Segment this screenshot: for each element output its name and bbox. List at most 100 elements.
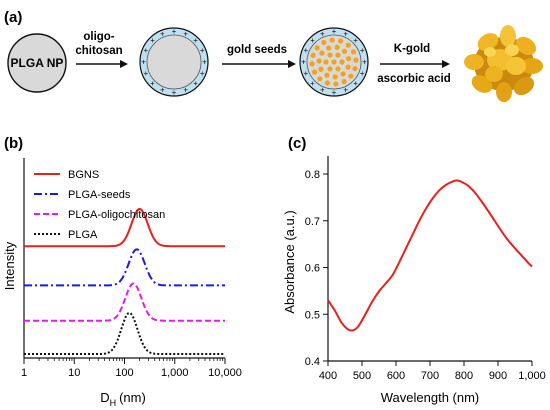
- gold-seed-dot: [316, 58, 322, 64]
- step2-arrowhead: [288, 60, 296, 68]
- panel-c: (c) 400 500 600 700 800 900 1,000 0.4 0.5 0.6 0.7 0…: [282, 135, 546, 405]
- plus-charge-icon: +: [332, 27, 337, 36]
- plus-charge-icon: +: [172, 27, 177, 36]
- step2-label: gold seeds: [227, 44, 287, 56]
- uvvis-y-tick-label: 0.6: [305, 263, 320, 275]
- plus-charge-icon: +: [332, 88, 337, 97]
- uvvis-x-tick-label: 1,000: [518, 370, 546, 382]
- gold-seed-dot: [332, 74, 338, 80]
- gold-seed-dot: [324, 72, 330, 78]
- plus-charge-icon: +: [202, 58, 207, 67]
- uvvis-x-tick-label: 500: [353, 370, 371, 382]
- gold-seed-dot: [329, 37, 335, 43]
- step1-label-line1: oligo-: [83, 31, 114, 43]
- plus-charge-icon: +: [310, 79, 315, 88]
- dls-x-tick-label: 100: [115, 367, 133, 379]
- plus-charge-icon: +: [301, 58, 306, 67]
- uvvis-x-tick-label: 900: [489, 370, 507, 382]
- gold-seed-dot: [345, 42, 351, 48]
- gold-seed-dot: [341, 78, 347, 85]
- gold-seed-dot: [333, 81, 339, 87]
- gold-seed-dot: [348, 73, 354, 79]
- gold-seed-dot: [340, 71, 346, 77]
- dls-x-tick-label: 10: [68, 367, 80, 379]
- plus-charge-icon: +: [360, 46, 365, 55]
- plus-charge-icon: +: [183, 29, 188, 38]
- gold-seed-dot: [326, 45, 332, 51]
- step1-arrowhead: [120, 60, 128, 68]
- dls-series-line-plga-seeds: [24, 248, 225, 287]
- dls-series-line-plga-oligochitosan: [24, 282, 225, 322]
- gold-seed-dot: [317, 76, 323, 82]
- plus-charge-icon: +: [160, 86, 165, 95]
- gold-seed-dot: [335, 66, 341, 72]
- plus-charge-icon: +: [160, 29, 165, 38]
- plus-charge-icon: +: [343, 86, 348, 95]
- legend-label-bgns: BGNS: [68, 169, 99, 181]
- uvvis-absorbance-line: [327, 179, 533, 332]
- gold-seed-dot: [327, 52, 333, 58]
- uvvis-y-tick-label: 0.8: [305, 169, 320, 181]
- dls-series-line-bgns: [24, 207, 225, 248]
- plus-charge-icon: +: [353, 36, 358, 45]
- uvvis-plot-area: 400 500 600 700 800 900 1,000 0.4 0.5 0.6 0.7 0.8: [305, 156, 546, 382]
- plus-charge-icon: +: [193, 79, 198, 88]
- gold-seed-dot: [338, 38, 344, 44]
- gold-seed-dot: [345, 64, 351, 70]
- dls-x-label-sub: H: [110, 398, 117, 408]
- gold-seed-dot: [318, 66, 324, 72]
- uvvis-x-tick-label: 400: [319, 370, 337, 382]
- panel-b-label: (b): [4, 135, 23, 152]
- step3-label-bottom: ascorbic acid: [377, 73, 451, 85]
- uvvis-x-tick-label: 700: [421, 370, 439, 382]
- plus-charge-icon: +: [362, 58, 367, 67]
- dls-x-label-main: D: [100, 390, 109, 405]
- positive-charge-ring: ++++++++++++ + +++: [141, 27, 207, 97]
- gold-seed-dot: [335, 52, 341, 58]
- uvvis-y-tick-label: 0.7: [305, 216, 320, 228]
- panel-b: (b) 1 10 100 1,000 10,000 Intensity DH (nm) B…: [2, 135, 242, 408]
- chitosan-core: [146, 34, 202, 90]
- plus-charge-icon: +: [200, 46, 205, 55]
- plus-charge-icon: +: [353, 79, 358, 88]
- step3-arrowhead: [442, 60, 450, 68]
- gold-seed-dot: [331, 59, 337, 65]
- plus-charge-icon: +: [143, 46, 148, 55]
- dls-legend: BGNS PLGA-seeds PLGA-oligochitosan PLGA: [34, 169, 165, 241]
- gold-nanostar-illustration: [464, 25, 543, 102]
- gold-seed-dot: [339, 59, 345, 65]
- panel-a: (a) PLGA NP oligo- chitosan ++++++++++++…: [4, 9, 543, 102]
- plus-charge-icon: +: [141, 58, 146, 67]
- panel-a-label: (a): [4, 9, 22, 26]
- gold-seed-dot: [309, 61, 315, 67]
- uvvis-y-axis-label: Absorbance (a.u.): [282, 210, 297, 313]
- plus-charge-icon: +: [310, 36, 315, 45]
- gold-seed-dots: [309, 37, 359, 87]
- dls-series-line-plga: [24, 311, 225, 356]
- plus-charge-icon: +: [360, 69, 365, 78]
- plus-charge-icon: +: [320, 86, 325, 95]
- gold-seed-dot: [353, 57, 359, 63]
- uvvis-x-tick-label: 600: [387, 370, 405, 382]
- uvvis-y-tick-label: 0.4: [305, 356, 320, 368]
- gold-seed-dot: [352, 66, 358, 72]
- plus-charge-icon: +: [172, 88, 177, 97]
- dls-x-tick-label: 10,000: [208, 367, 242, 379]
- dls-x-axis-label: DH (nm): [100, 390, 146, 408]
- dls-x-label-unit: (nm): [119, 390, 146, 405]
- plga-np-label: PLGA NP: [11, 56, 64, 70]
- dls-x-tick-label: 1: [21, 367, 27, 379]
- legend-label-plga-oligochitosan: PLGA-oligochitosan: [68, 209, 165, 221]
- gold-seed-dot: [319, 50, 325, 56]
- step1-label-line2: chitosan: [75, 45, 122, 57]
- plus-charge-icon: +: [143, 69, 148, 78]
- plus-charge-icon: +: [320, 29, 325, 38]
- plus-charge-icon: +: [343, 29, 348, 38]
- uvvis-y-tick-label: 0.5: [305, 309, 320, 321]
- gold-seed-dot: [346, 56, 352, 62]
- positive-charge-ring: ++++++++++++ + +++: [301, 27, 367, 97]
- gold-seed-dot: [321, 39, 327, 46]
- dls-x-tick-label: 1,000: [161, 367, 189, 379]
- uvvis-x-tick-label: 800: [455, 370, 473, 382]
